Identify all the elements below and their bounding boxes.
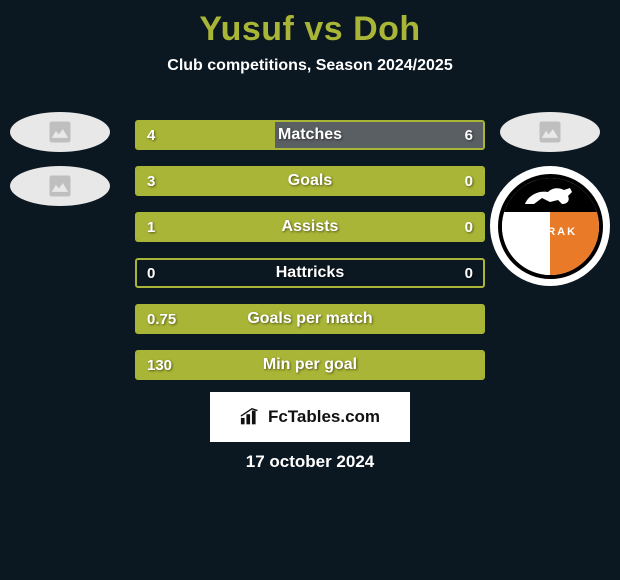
badge-text: SHIRAK — [502, 226, 599, 238]
stat-label: Goals — [137, 168, 483, 194]
club-badge-inner: SHIRAK — [498, 174, 603, 279]
club-logo-placeholder — [10, 166, 110, 206]
badge-bottom-right — [550, 212, 599, 274]
image-placeholder-icon — [43, 118, 77, 146]
stat-row: 3Goals0 — [135, 166, 485, 196]
stat-right-value: 6 — [455, 122, 483, 148]
stat-label: Hattricks — [137, 260, 483, 286]
player-photo-placeholder — [10, 112, 110, 152]
subtitle: Club competitions, Season 2024/2025 — [0, 57, 620, 75]
stat-right-value: 0 — [455, 168, 483, 194]
chart-icon — [240, 408, 262, 426]
date-label: 17 october 2024 — [0, 452, 620, 472]
brand-text: FcTables.com — [268, 407, 380, 427]
stat-row: 4Matches6 — [135, 120, 485, 150]
stat-row: 1Assists0 — [135, 212, 485, 242]
page-title: Yusuf vs Doh — [0, 0, 620, 49]
stat-row: 0Hattricks0 — [135, 258, 485, 288]
stat-right-value: 0 — [455, 260, 483, 286]
image-placeholder-icon — [43, 172, 77, 200]
stat-label: Matches — [137, 122, 483, 148]
brand-box: FcTables.com — [210, 392, 410, 442]
right-avatars: SHIRAK — [490, 112, 610, 286]
stat-row: 130Min per goal — [135, 350, 485, 380]
horse-icon — [520, 184, 580, 208]
stat-bars-container: 4Matches63Goals01Assists00Hattricks00.75… — [135, 120, 485, 380]
stat-label: Assists — [137, 214, 483, 240]
stat-right-value: 0 — [455, 214, 483, 240]
stat-label: Goals per match — [137, 306, 483, 332]
club-badge: SHIRAK — [490, 166, 610, 286]
stat-label: Min per goal — [137, 352, 483, 378]
badge-bottom-left — [502, 212, 551, 274]
player-photo-placeholder — [500, 112, 600, 152]
left-avatars — [10, 112, 110, 206]
stat-row: 0.75Goals per match — [135, 304, 485, 334]
image-placeholder-icon — [533, 118, 567, 146]
